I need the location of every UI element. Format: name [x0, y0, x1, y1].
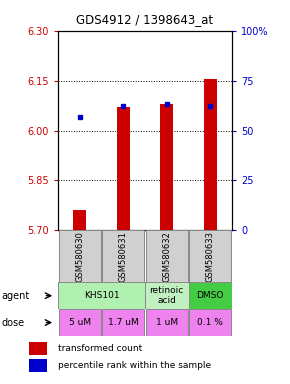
Text: 0.1 %: 0.1 % — [197, 318, 223, 327]
Text: transformed count: transformed count — [58, 344, 142, 353]
Text: 1 uM: 1 uM — [156, 318, 178, 327]
Bar — [58, 282, 145, 309]
Bar — [102, 230, 144, 282]
Text: GSM580631: GSM580631 — [119, 231, 128, 282]
Bar — [102, 309, 144, 336]
Text: dose: dose — [1, 318, 25, 328]
Bar — [189, 230, 231, 282]
Text: GSM580633: GSM580633 — [206, 231, 215, 282]
Bar — [146, 309, 188, 336]
Bar — [29, 343, 47, 355]
Text: agent: agent — [1, 291, 30, 301]
Bar — [188, 282, 232, 309]
Bar — [204, 79, 217, 230]
Bar — [117, 107, 130, 230]
Bar — [146, 230, 188, 282]
Text: percentile rank within the sample: percentile rank within the sample — [58, 361, 211, 370]
Text: DMSO: DMSO — [197, 291, 224, 300]
Bar — [189, 309, 231, 336]
Text: KHS101: KHS101 — [84, 291, 119, 300]
Bar — [29, 359, 47, 372]
Bar — [145, 282, 188, 309]
Text: 1.7 uM: 1.7 uM — [108, 318, 139, 327]
Bar — [73, 210, 86, 230]
Bar — [59, 230, 101, 282]
Bar — [59, 309, 101, 336]
Text: GDS4912 / 1398643_at: GDS4912 / 1398643_at — [77, 13, 213, 26]
Text: 5 uM: 5 uM — [69, 318, 91, 327]
Text: GSM580632: GSM580632 — [162, 231, 171, 282]
Text: retinoic
acid: retinoic acid — [150, 286, 184, 305]
Bar — [160, 104, 173, 230]
Text: GSM580630: GSM580630 — [75, 231, 84, 282]
